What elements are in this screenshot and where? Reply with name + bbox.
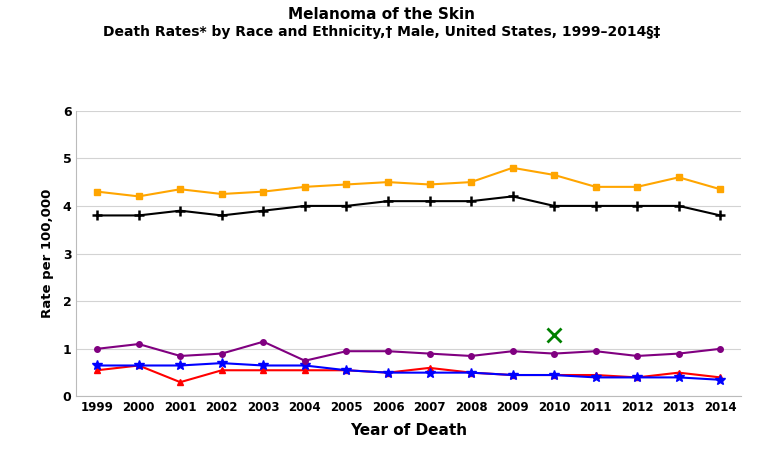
Black [549, 372, 558, 378]
A/PI [384, 370, 393, 375]
White [384, 179, 393, 185]
Hispanic [674, 351, 683, 356]
All Races [633, 203, 642, 209]
White [217, 191, 226, 197]
Line: White: White [94, 164, 724, 200]
A/PI [716, 377, 725, 383]
White [176, 187, 185, 192]
A/PI [92, 363, 102, 368]
Line: Hispanic: Hispanic [95, 339, 723, 364]
A/PI [467, 370, 476, 375]
White [674, 175, 683, 180]
Black [716, 375, 725, 380]
Hispanic [716, 346, 725, 352]
A/PI [134, 363, 144, 368]
Line: Black: Black [94, 362, 724, 386]
Hispanic [425, 351, 434, 356]
Text: Death Rates* by Race and Ethnicity,† Male, United States, 1999–2014§‡: Death Rates* by Race and Ethnicity,† Mal… [103, 25, 661, 39]
Black [384, 370, 393, 375]
All Races [384, 198, 393, 204]
White [591, 184, 601, 189]
Hispanic [467, 353, 476, 359]
White [92, 189, 102, 195]
Y-axis label: Rate per 100,000: Rate per 100,000 [41, 189, 54, 318]
X-axis label: Year of Death: Year of Death [350, 423, 468, 437]
Hispanic [342, 349, 351, 354]
Legend: All Races, White, Black, A/PI, AI/AN, Hispanic: All Races, White, Black, A/PI, AI/AN, Hi… [170, 460, 648, 461]
All Races [716, 213, 725, 218]
White [467, 179, 476, 185]
Line: A/PI: A/PI [92, 358, 725, 384]
All Races [300, 203, 309, 209]
White [425, 182, 434, 187]
All Races [259, 208, 268, 213]
Black [591, 372, 601, 378]
Black [674, 370, 683, 375]
All Races [217, 213, 226, 218]
Black [217, 367, 226, 373]
All Races [342, 203, 351, 209]
Black [134, 363, 144, 368]
Text: Melanoma of the Skin: Melanoma of the Skin [289, 7, 475, 22]
Hispanic [633, 353, 642, 359]
A/PI [633, 375, 642, 380]
Black [633, 375, 642, 380]
White [633, 184, 642, 189]
All Races [591, 203, 601, 209]
White [716, 187, 725, 192]
White [508, 165, 517, 171]
All Races [467, 198, 476, 204]
A/PI [674, 375, 683, 380]
White [549, 172, 558, 177]
All Races [134, 213, 144, 218]
Black [259, 367, 268, 373]
A/PI [176, 363, 185, 368]
A/PI [591, 375, 601, 380]
Hispanic [508, 349, 517, 354]
All Races [92, 213, 102, 218]
Black [176, 379, 185, 385]
Hispanic [259, 339, 268, 344]
Hispanic [92, 346, 102, 352]
A/PI [300, 363, 309, 368]
White [342, 182, 351, 187]
Hispanic [549, 351, 558, 356]
Hispanic [176, 353, 185, 359]
Hispanic [591, 349, 601, 354]
All Races [176, 208, 185, 213]
All Races [549, 203, 558, 209]
Black [342, 367, 351, 373]
Hispanic [384, 349, 393, 354]
Black [508, 372, 517, 378]
Line: All Races: All Races [92, 191, 725, 220]
All Races [674, 203, 683, 209]
White [134, 194, 144, 199]
White [259, 189, 268, 195]
Black [467, 370, 476, 375]
A/PI [549, 372, 558, 378]
Hispanic [217, 351, 226, 356]
Black [300, 367, 309, 373]
A/PI [217, 361, 226, 366]
A/PI [425, 370, 434, 375]
Hispanic [134, 341, 144, 347]
White [300, 184, 309, 189]
A/PI [508, 372, 517, 378]
Black [92, 367, 102, 373]
All Races [425, 198, 434, 204]
Black [425, 365, 434, 371]
A/PI [259, 363, 268, 368]
Hispanic [300, 358, 309, 363]
All Races [508, 194, 517, 199]
A/PI [342, 367, 351, 373]
